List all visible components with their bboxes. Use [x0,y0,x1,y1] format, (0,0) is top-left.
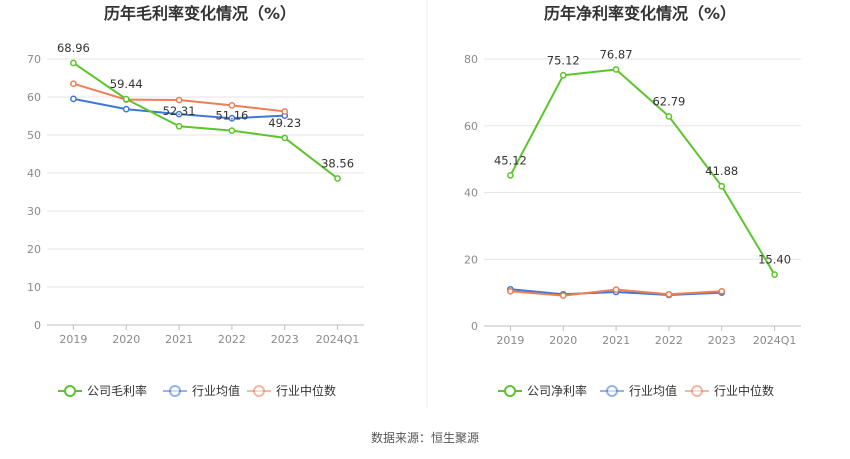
data-point [718,287,726,295]
data-point [612,66,620,73]
y-tick-label: 20 [27,243,41,256]
legend-label: 行业中位数 [276,383,336,398]
data-point [175,122,183,130]
x-tick-label: 2023 [271,333,299,346]
chart-title: 历年净利率变化情况（%） [544,4,736,23]
x-tick-label: 2022 [655,334,683,347]
x-tick-label: 2021 [165,333,193,346]
data-label: 59.44 [110,77,143,91]
data-point [122,95,130,103]
x-tick-label: 2020 [549,334,577,347]
y-tick-label: 60 [464,120,478,133]
data-label: 52.31 [163,104,196,118]
data-point [507,172,514,179]
data-label: 38.56 [321,156,354,170]
legend-label: 公司毛利率 [87,383,147,398]
chart-title: 历年毛利率变化情况（%） [104,4,296,23]
data-label: 51.16 [215,109,248,123]
data-point [70,80,77,88]
y-tick-label: 40 [27,167,41,180]
data-label: 45.12 [494,153,527,167]
data-point [281,108,289,115]
data-point [612,286,620,293]
data-point [70,95,77,103]
x-tick-label: 2023 [708,334,736,347]
y-tick-label: 30 [27,205,41,218]
x-tick-label: 2024Q1 [316,333,360,346]
data-point [175,96,183,104]
data-point [281,134,289,142]
x-tick-label: 2021 [602,334,630,347]
y-tick-label: 40 [464,187,478,200]
data-label: 15.40 [758,253,791,267]
data-point [175,110,183,118]
legend-label: 行业中位数 [714,383,774,398]
series-line [72,62,339,180]
x-tick-label: 2019 [496,334,524,347]
data-point [507,287,514,295]
y-tick-label: 70 [27,53,41,66]
data-label: 49.23 [268,116,301,130]
legend-label: 行业均值 [192,383,240,398]
data-label: 62.79 [652,94,685,108]
x-tick-label: 2019 [59,333,87,346]
data-label: 68.96 [57,41,90,55]
y-tick-label: 50 [27,129,41,142]
x-tick-label: 2022 [218,333,246,346]
data-label: 75.12 [547,53,580,67]
data-point [228,114,236,122]
legend-marker [504,385,516,397]
y-tick-label: 0 [471,320,478,333]
data-point [559,292,567,299]
data-point [665,290,673,298]
data-label: 41.88 [705,164,738,178]
legend-marker [691,385,703,397]
data-point [228,102,236,109]
legend-marker [253,385,265,397]
legend-label: 公司净利率 [527,383,587,398]
data-point [718,182,726,190]
data-point [771,271,778,278]
data-source-note: 数据来源：恒生聚源 [370,431,479,445]
series-line [509,68,776,276]
y-tick-label: 60 [27,91,41,104]
y-tick-label: 0 [34,319,41,332]
data-point [228,127,236,134]
data-point [122,105,130,113]
y-tick-label: 80 [464,53,478,66]
y-tick-label: 20 [464,253,478,266]
data-label: 76.87 [600,47,633,61]
data-point [334,175,341,182]
y-tick-label: 10 [27,281,41,294]
data-point [70,59,77,67]
legend-marker [606,385,618,397]
data-point [665,113,673,120]
x-tick-label: 2020 [112,333,140,346]
legend-marker [169,385,181,397]
x-tick-label: 2024Q1 [753,334,797,347]
data-point [559,71,567,79]
legend-marker [64,385,76,397]
legend-label: 行业均值 [629,383,677,398]
